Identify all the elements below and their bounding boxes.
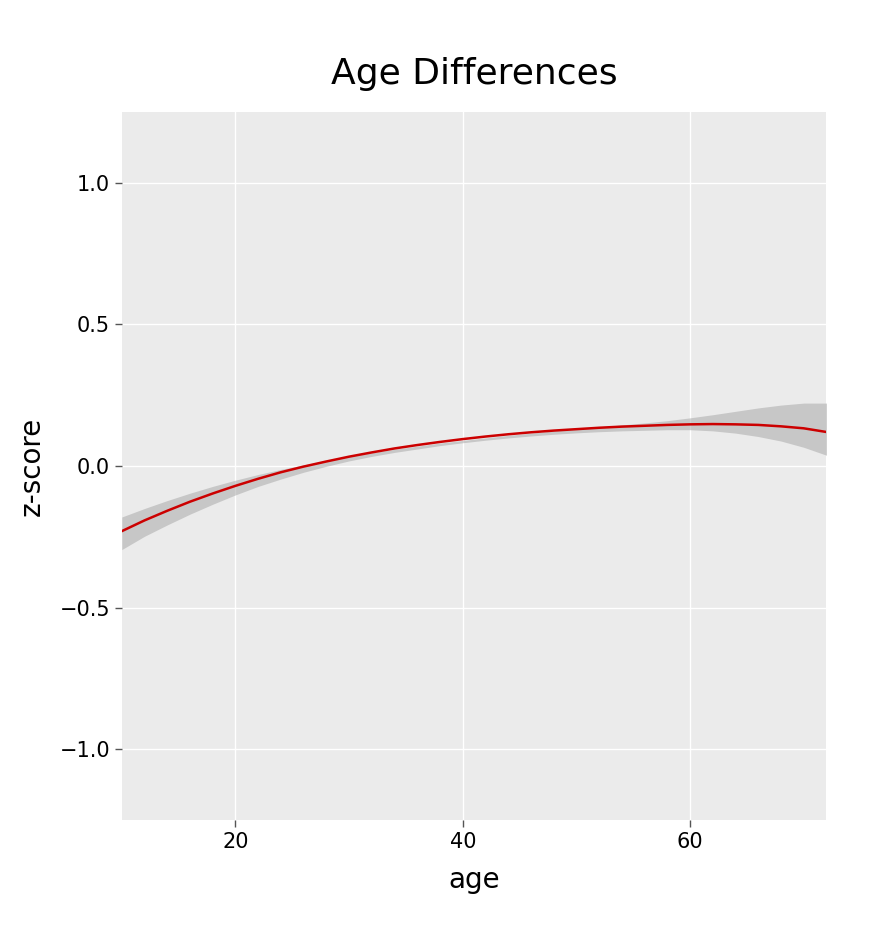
Y-axis label: z-score: z-score — [17, 417, 45, 515]
X-axis label: age: age — [448, 866, 500, 894]
Title: Age Differences: Age Differences — [330, 57, 617, 91]
